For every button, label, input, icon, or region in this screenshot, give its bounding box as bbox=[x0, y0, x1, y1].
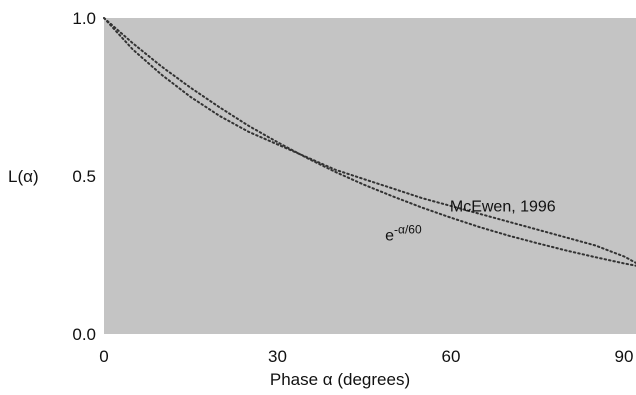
plot-area bbox=[104, 18, 636, 334]
x-tick-label: 90 bbox=[615, 347, 634, 366]
x-tick-label: 30 bbox=[268, 347, 287, 366]
annotation-exp: e-α/60 bbox=[385, 223, 422, 245]
y-tick-label: 0.5 bbox=[72, 167, 96, 186]
x-tick-label: 60 bbox=[441, 347, 460, 366]
series-line-exp bbox=[103, 17, 636, 267]
y-tick-label: 0.0 bbox=[72, 325, 96, 344]
annotation-exp-superscript: -α/60 bbox=[394, 223, 422, 237]
x-axis-label: Phase α (degrees) bbox=[270, 370, 410, 389]
series-line-mcewen bbox=[103, 17, 636, 264]
x-axis-ticks: 0 30 60 90 bbox=[99, 347, 633, 366]
y-axis-ticks: 0.0 0.5 1.0 bbox=[72, 9, 96, 344]
y-tick-label: 1.0 bbox=[72, 9, 96, 28]
y-axis-label: L(α) bbox=[8, 167, 39, 186]
x-tick-label: 0 bbox=[99, 347, 108, 366]
annotation-exp-base: e bbox=[385, 228, 394, 245]
annotation-mcewen: McEwen, 1996 bbox=[450, 198, 556, 215]
